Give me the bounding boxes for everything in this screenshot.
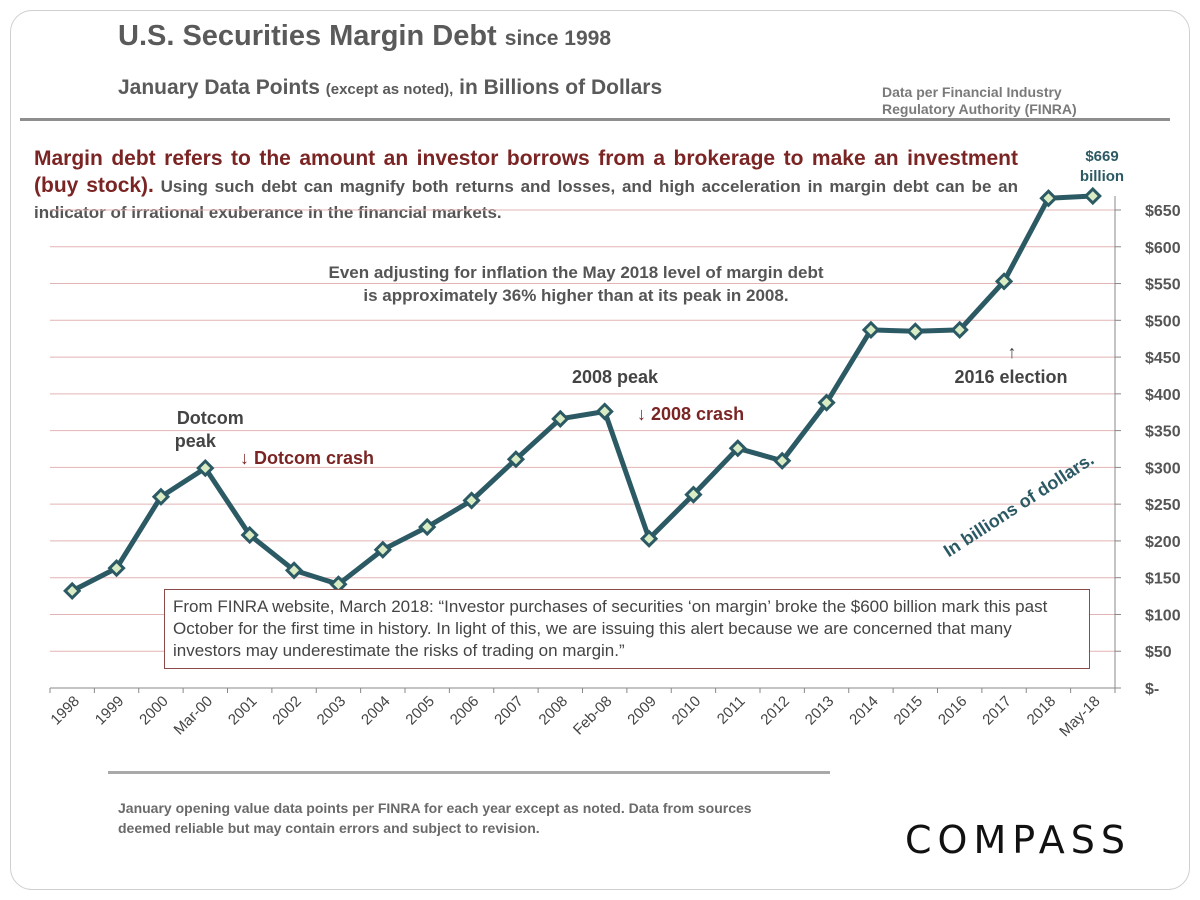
x-tick-label: 1999 (92, 693, 128, 729)
annotation-dotcom-peak-line1: Dotcom (177, 408, 244, 428)
title-main: U.S. Securities Margin Debt (118, 20, 497, 52)
data-point (595, 402, 614, 421)
x-tick-label: 2015 (891, 693, 927, 729)
finra-quote-box: From FINRA website, March 2018: “Investo… (164, 589, 1090, 669)
y-axis-label: In billions of dollars. (940, 449, 1098, 561)
inflation-line-2: is approximately 36% higher than at its … (363, 286, 789, 305)
page-title: U.S. Securities Margin Debt since 1998 (118, 20, 611, 53)
source-line-2: Regulatory Authority (FINRA) (882, 101, 1077, 117)
page-subtitle: January Data Points (except as noted), i… (118, 76, 662, 100)
x-tick-label: 2010 (669, 693, 705, 729)
annotation-dotcom-crash: ↓ Dotcom crash (240, 448, 374, 468)
y-tick-label: $200 (1145, 534, 1181, 551)
data-point (107, 559, 126, 578)
intro-paragraph: Margin debt refers to the amount an inve… (34, 146, 1018, 226)
footnote: January opening value data points per FI… (118, 800, 752, 836)
x-tick-label: 2012 (757, 693, 793, 729)
inflation-line-1: Even adjusting for inflation the May 201… (328, 263, 824, 282)
data-point (418, 517, 437, 537)
y-tick-label: $250 (1145, 497, 1181, 514)
x-tick-label: 2002 (269, 693, 305, 729)
data-point (240, 525, 259, 545)
y-tick-label: $550 (1145, 277, 1181, 294)
source-note: Data per Financial Industry Regulatory A… (882, 84, 1077, 118)
data-point (639, 529, 659, 548)
data-point (906, 322, 925, 341)
annotation-latest-unit: billion (1080, 168, 1124, 185)
x-tick-label: 2001 (225, 693, 261, 729)
y-tick-label: $50 (1145, 644, 1172, 661)
data-point (462, 491, 481, 510)
annotation-2008-crash: ↓ 2008 crash (637, 404, 744, 424)
data-point (551, 409, 570, 428)
data-point (196, 458, 215, 478)
header-divider (20, 118, 1170, 121)
x-tick-label: 2000 (136, 693, 172, 729)
x-tick-label: Feb-08 (570, 693, 616, 739)
data-point (950, 320, 969, 339)
x-tick-label: 1998 (47, 693, 83, 729)
x-tick-label: 2004 (358, 693, 394, 729)
annotation-dotcom-peak-line2: peak (175, 431, 217, 451)
x-tick-label: 2003 (314, 693, 350, 729)
title-since: since 1998 (504, 27, 612, 50)
x-tick-label: 2005 (402, 693, 438, 729)
y-tick-label: $450 (1145, 350, 1181, 367)
y-tick-label: $600 (1145, 240, 1181, 257)
intro-rest: Using such debt can magnify both returns… (34, 177, 1018, 222)
compass-logo: COMPASS (905, 818, 1131, 862)
annotation-2016-election: 2016 election (954, 367, 1067, 387)
series-margin-debt (63, 186, 1102, 601)
y-tick-label: $400 (1145, 387, 1181, 404)
annotation-2008-peak: 2008 peak (572, 367, 659, 387)
x-tick-label: 2016 (935, 693, 971, 729)
x-tick-label: 2014 (846, 693, 882, 729)
subtitle-part-b: (except as noted), (325, 81, 454, 98)
data-point (1039, 189, 1058, 208)
inflation-note: Even adjusting for inflation the May 201… (256, 261, 896, 307)
x-tick-label: 2007 (491, 693, 527, 729)
footer-divider (108, 771, 830, 774)
source-line-1: Data per Financial Industry (882, 84, 1062, 100)
x-tick-label: 2013 (802, 693, 838, 729)
data-point (994, 272, 1014, 291)
y-tick-label: $300 (1145, 460, 1181, 477)
x-tick-label: 2009 (624, 693, 660, 729)
data-point (506, 450, 526, 469)
x-tick-label: 2008 (536, 693, 572, 729)
y-tick-labels: $- $50 $100 $150 $200 $250 $300 $350 $400 $450 $50… (1145, 203, 1181, 698)
data-point (284, 561, 304, 580)
x-tick-label: May-18 (1056, 693, 1103, 740)
data-point (817, 393, 836, 412)
data-point (728, 439, 747, 458)
data-point (861, 320, 881, 339)
x-tick-label: Mar-00 (171, 693, 217, 739)
data-point (373, 540, 392, 559)
data-point (63, 581, 82, 601)
annotation-latest-value: $669 (1085, 148, 1118, 165)
data-point (773, 451, 792, 470)
slide-frame (10, 10, 1190, 890)
data-point (1083, 186, 1102, 206)
data-point (684, 485, 703, 504)
annotation-election-arrow: ↑ (1008, 342, 1017, 362)
x-tick-label: 2011 (714, 693, 749, 728)
y-tick-label: $100 (1145, 607, 1181, 624)
y-tick-label: $500 (1145, 313, 1181, 330)
y-tick-label: $650 (1145, 203, 1181, 220)
data-point (151, 487, 171, 506)
x-tick-label: 2017 (979, 693, 1015, 729)
x-tick-label: 2018 (1024, 693, 1060, 729)
x-tick-label: 2006 (447, 693, 483, 729)
y-tick-label: $350 (1145, 424, 1181, 441)
y-tick-label: $- (1145, 681, 1159, 698)
subtitle-part-c: in Billions of Dollars (459, 76, 663, 99)
axes (49, 196, 1121, 693)
intro-lead: Margin debt refers to the amount an inve… (34, 147, 1018, 197)
subtitle-part-a: January Data Points (118, 76, 320, 99)
y-tick-label: $150 (1145, 571, 1181, 588)
